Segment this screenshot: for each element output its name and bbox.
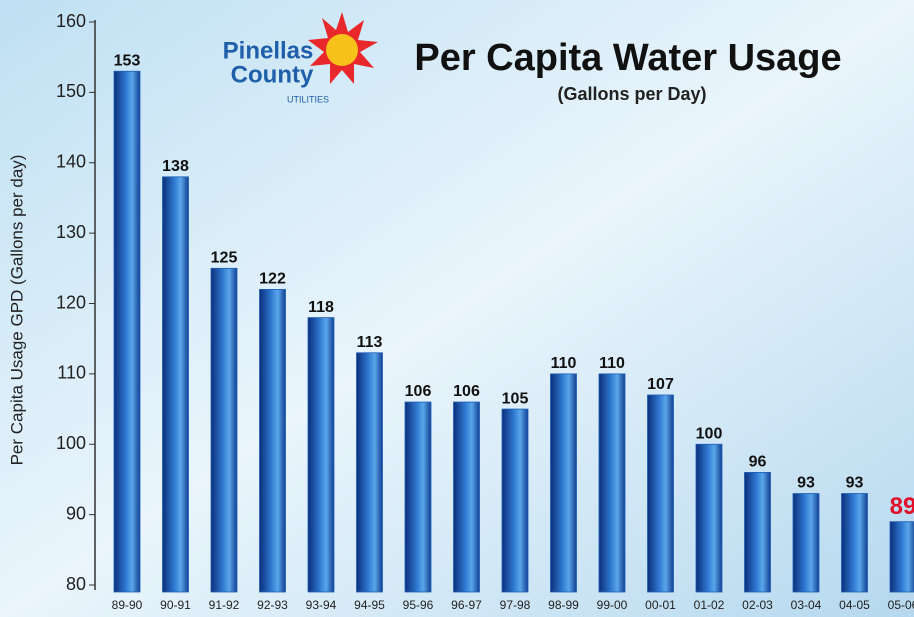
y-tick-label: 140 [56, 152, 86, 172]
bar [260, 289, 286, 592]
x-tick-label: 97-98 [500, 598, 531, 612]
x-tick-label: 93-94 [306, 598, 337, 612]
x-tick-label: 92-93 [257, 598, 288, 612]
value-label: 107 [647, 376, 674, 393]
bar [793, 494, 819, 592]
bar [405, 402, 431, 592]
y-tick-label: 130 [56, 222, 86, 242]
bar [599, 374, 625, 592]
value-label: 93 [797, 475, 815, 492]
bar [114, 71, 140, 592]
chart: Pinellas County UTILITIES Per Capita Wat… [0, 0, 914, 617]
bar [551, 374, 577, 592]
value-label: 118 [308, 299, 334, 316]
y-axis-label: Per Capita Usage GPD (Gallons per day) [7, 155, 26, 466]
bar [648, 395, 674, 592]
y-tick-label: 90 [66, 503, 86, 523]
value-label: 93 [846, 475, 864, 492]
bar [890, 522, 914, 592]
bar [696, 444, 722, 592]
x-tick-label: 01-02 [694, 598, 725, 612]
x-tick-label: 90-91 [160, 598, 191, 612]
x-tick-label: 94-95 [354, 598, 385, 612]
chart-title: Per Capita Water Usage [414, 37, 841, 79]
x-tick-label: 00-01 [645, 598, 676, 612]
value-label: 138 [162, 158, 189, 175]
x-tick-label: 04-05 [839, 598, 870, 612]
y-tick-label: 100 [56, 433, 86, 453]
bar [842, 494, 868, 592]
value-label: 106 [453, 383, 480, 400]
bar [211, 268, 237, 592]
bar [163, 177, 189, 592]
value-label: 96 [749, 454, 767, 471]
x-tick-label: 98-99 [548, 598, 579, 612]
value-label: 89 [890, 493, 914, 520]
y-tick-label: 120 [56, 292, 86, 312]
value-label: 106 [405, 383, 432, 400]
y-tick-label: 110 [57, 363, 86, 383]
y-tick-label: 150 [56, 81, 86, 101]
bar [454, 402, 480, 592]
value-label: 105 [502, 390, 529, 407]
logo-text: Pinellas [223, 37, 314, 64]
bar [745, 472, 771, 592]
value-label: 110 [599, 355, 625, 372]
chart-subtitle: (Gallons per Day) [557, 84, 706, 104]
x-tick-label: 89-90 [112, 598, 143, 612]
bar [308, 318, 334, 592]
value-label: 125 [211, 250, 238, 267]
x-tick-label: 05-06 [888, 598, 914, 612]
value-label: 153 [114, 52, 141, 69]
x-tick-label: 03-04 [791, 598, 822, 612]
x-tick-label: 95-96 [403, 598, 434, 612]
value-label: 100 [696, 425, 723, 442]
x-tick-label: 99-00 [597, 598, 628, 612]
y-tick-label: 160 [56, 11, 86, 31]
y-tick-label: 80 [66, 574, 86, 594]
logo-sun-core [326, 34, 358, 66]
value-label: 122 [259, 271, 286, 288]
x-tick-label: 96-97 [451, 598, 482, 612]
x-tick-label: 02-03 [742, 598, 773, 612]
bar [502, 409, 528, 592]
logo-tagline: UTILITIES [287, 94, 329, 104]
x-tick-label: 91-92 [209, 598, 240, 612]
value-label: 110 [551, 355, 577, 372]
bar [357, 353, 383, 592]
value-label: 113 [357, 334, 383, 351]
logo-text: County [231, 61, 314, 88]
